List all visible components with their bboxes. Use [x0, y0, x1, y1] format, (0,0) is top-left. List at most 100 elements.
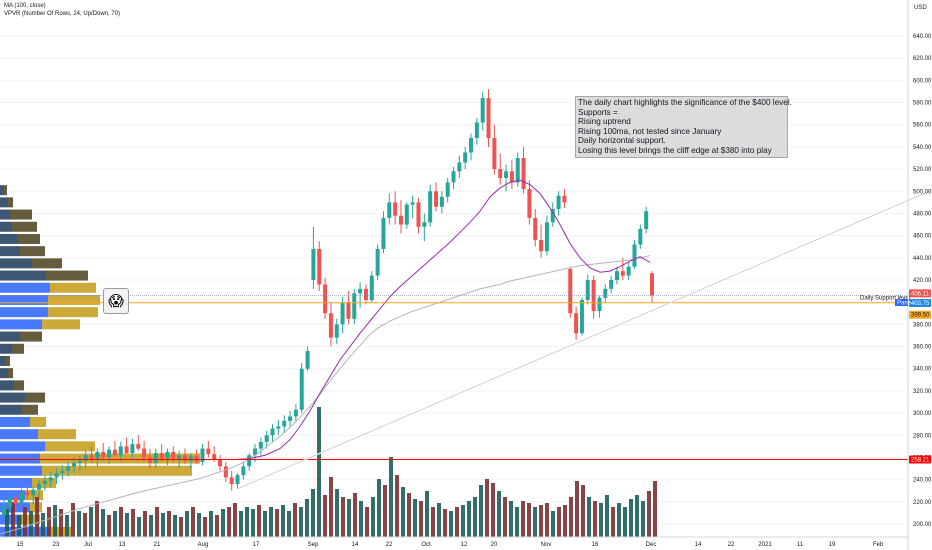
y-tick-label: 460.00 [913, 234, 932, 240]
volume-bar [431, 507, 435, 537]
horizontal-gridlines [0, 35, 908, 525]
candle-body [112, 449, 117, 456]
volume-bar [299, 507, 303, 537]
candle-body [550, 209, 555, 223]
candle-body [328, 313, 333, 338]
volume-bar [191, 507, 195, 537]
y-tick-label: 240.00 [913, 478, 932, 484]
price-badge-bg [909, 455, 931, 464]
price-badge-bg [909, 310, 931, 319]
volume-bar [89, 507, 93, 537]
candle-body [620, 271, 625, 276]
support-level-label: Daily Support level [860, 296, 910, 302]
candle-body [288, 416, 293, 421]
vp-down-bar [38, 429, 76, 440]
candle-body [48, 477, 53, 481]
volume-bar [311, 489, 315, 537]
candle-body [89, 455, 94, 460]
y-tick-label: 360.00 [913, 345, 932, 351]
candle-body [457, 162, 462, 172]
volume-bar [47, 507, 51, 537]
candle-body [539, 240, 544, 252]
candle-body [387, 202, 392, 218]
volume-bar [521, 501, 525, 537]
candle-body [509, 171, 514, 183]
vp-up-bar [0, 209, 10, 220]
x-axis[interactable]: 15 23 Jul 13 21 Aug 17 Sep 14 22 Oct 12 20 Nov 16 Dec 14… [0, 0, 909, 550]
volume-bar [653, 481, 657, 537]
volume-bar [467, 501, 471, 537]
price-badge-text: 399.50 [911, 313, 930, 319]
candle-body [603, 288, 608, 298]
price-badges: 406.11 403.75 399.50 258.21 Pane [895, 289, 931, 464]
volume-bar [113, 511, 117, 537]
volume-bar [527, 503, 531, 537]
candle-body [253, 448, 258, 456]
candle-body [282, 420, 287, 427]
volume-bar [329, 477, 333, 537]
trendline-outline [237, 189, 932, 489]
y-tick-label: 320.00 [913, 389, 932, 395]
volume-bar [335, 489, 339, 537]
vp-down-bar [40, 453, 200, 464]
volume-bar [377, 479, 381, 537]
annotation-line: Supports = [578, 107, 618, 117]
candle-body [206, 448, 211, 455]
vp-down-bar [45, 441, 95, 452]
vp-up-bar [0, 355, 6, 366]
volume-bar [593, 501, 597, 537]
volume-bar [491, 483, 495, 537]
candle-body [422, 222, 427, 227]
y-tick-label: 280.00 [913, 433, 932, 439]
annotation-line: Rising 100ma, not tested since January [578, 126, 722, 136]
pane-tag: Pane [897, 301, 912, 307]
y-tick-label: 480.00 [913, 211, 932, 217]
candle-body [72, 463, 77, 467]
candle-body [504, 171, 509, 178]
vp-down-bar [50, 282, 96, 293]
volume-bar [65, 515, 69, 537]
candle-body [247, 455, 252, 467]
candle-body [7, 497, 12, 508]
scared-face-emoji-icon[interactable]: 😱 [103, 288, 129, 314]
candle-body [334, 324, 339, 338]
annotation-line: Daily horizontal support. [578, 136, 666, 146]
volume-bar [401, 487, 405, 537]
uptrend-line[interactable] [237, 189, 932, 490]
vp-up-bar [0, 429, 38, 440]
candle-body [340, 302, 345, 325]
volume-bar [239, 511, 243, 537]
candle-body [579, 299, 584, 334]
volume-bar [293, 503, 297, 537]
ma20-line [232, 179, 651, 461]
candles [2, 89, 654, 519]
vp-down-bar [18, 233, 40, 244]
vp-up-bar [0, 453, 40, 464]
volume-bar [365, 507, 369, 537]
ma-legend[interactable]: MA (100, close) [4, 3, 46, 9]
candle-body [393, 202, 398, 216]
x-tick-label: 23 [53, 542, 60, 548]
candle-body [521, 158, 526, 190]
candle-body [363, 288, 368, 300]
candle-body [177, 455, 182, 460]
vpvr-legend[interactable]: VPVR (Number Of Rows, 24, Up/Down, 70) [4, 11, 121, 17]
candle-body [369, 275, 374, 300]
volume-bar [227, 507, 231, 537]
y-axis[interactable]: USD200.00220.00240.00260.00280.00300.003… [913, 5, 932, 528]
volume-bar [359, 501, 363, 537]
volume-bar [5, 509, 9, 537]
candle-body [136, 444, 141, 449]
candle-body [568, 268, 573, 314]
candle-body [533, 217, 538, 241]
x-tick-label: 21 [154, 542, 161, 548]
candle-body [77, 460, 82, 463]
y-tick-label: 540.00 [913, 145, 932, 151]
support-lines[interactable]: Daily Support level [0, 295, 910, 460]
annotation-note[interactable]: The daily chart highlights the significa… [575, 96, 792, 158]
candle-body [101, 451, 106, 458]
candle-body [95, 451, 100, 460]
volume-bar [449, 511, 453, 537]
vp-down-bar [4, 185, 7, 196]
